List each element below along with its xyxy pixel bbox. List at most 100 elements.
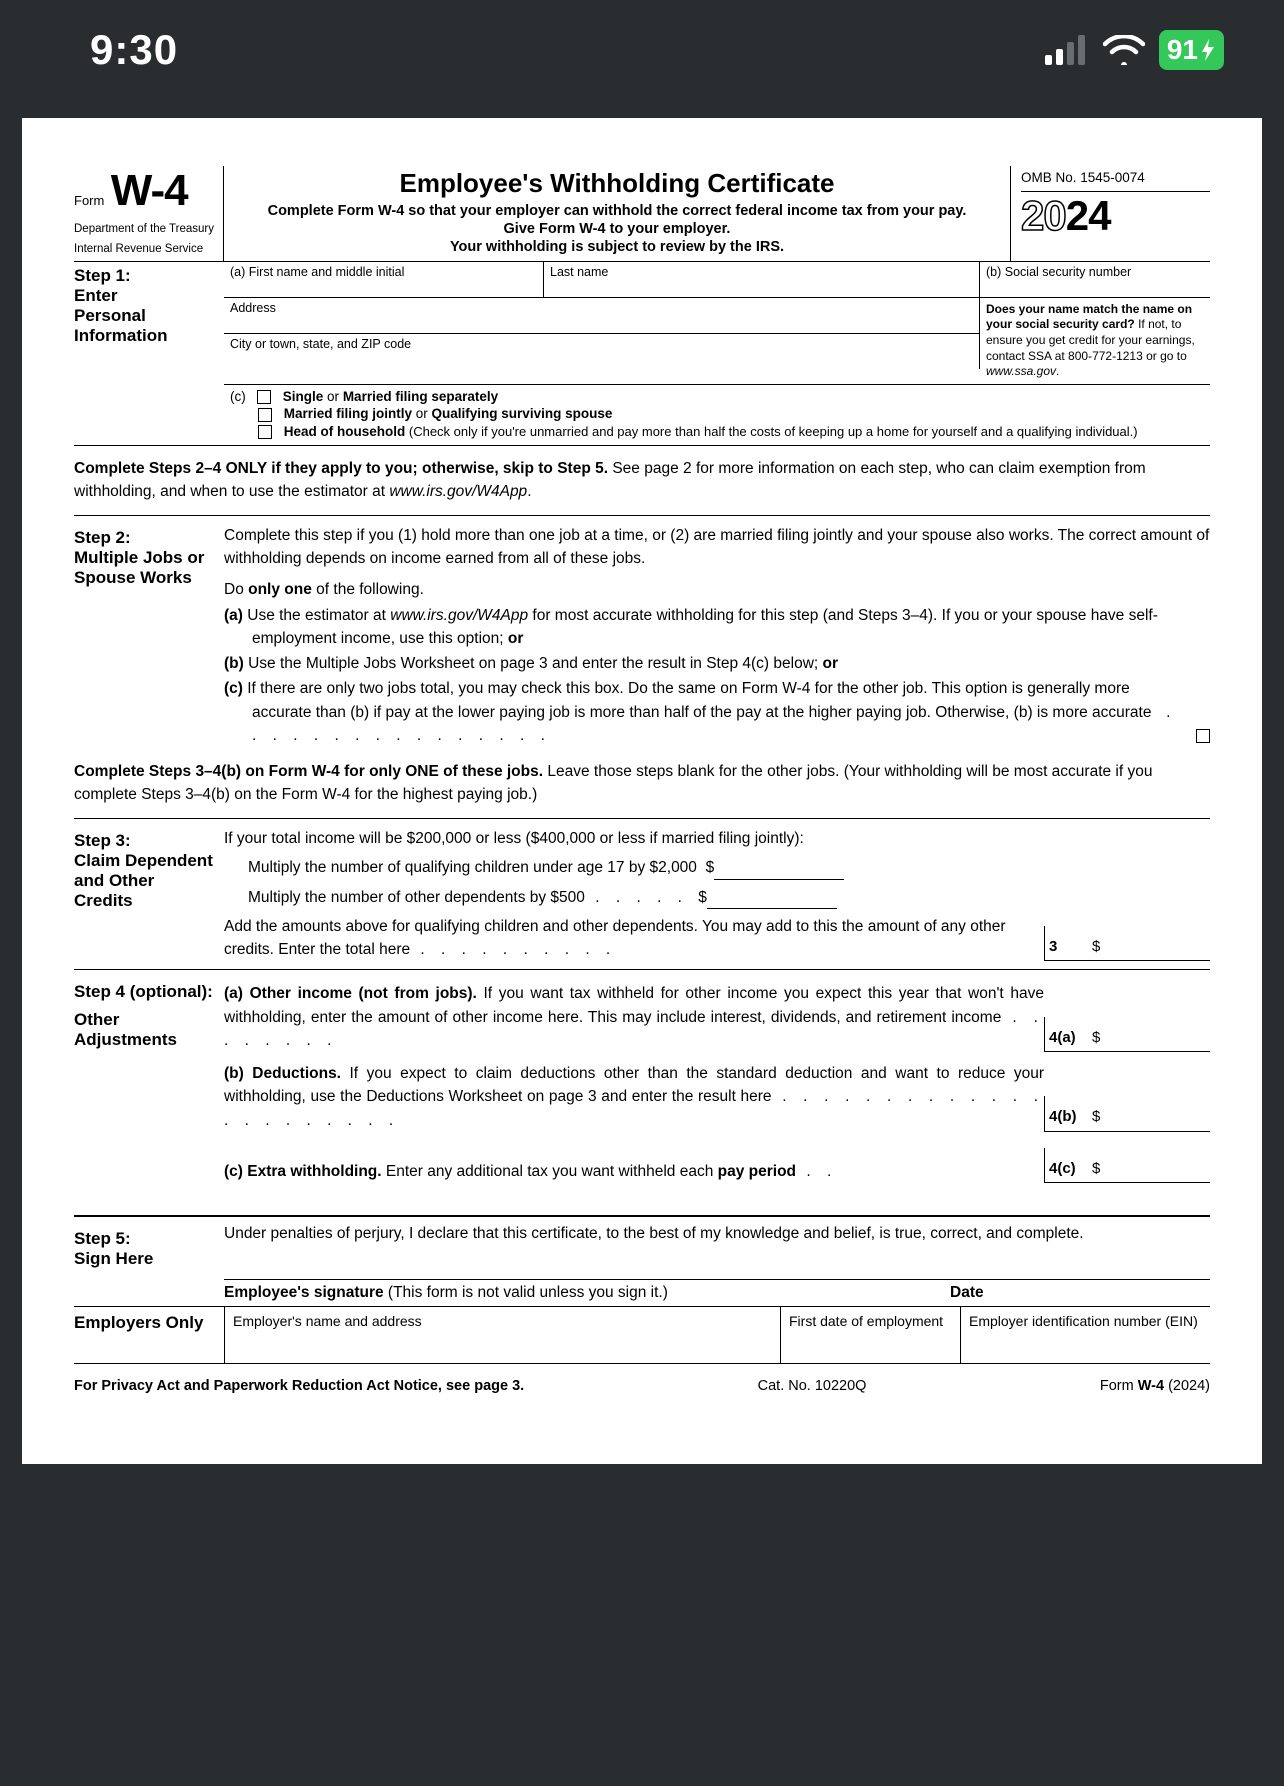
employers-label: Employers Only [74,1307,224,1363]
s3-p2-row: Multiply the number of qualifying childr… [248,856,1210,879]
s4-b-row: (b) Deductions. If you expect to claim d… [224,1062,1210,1132]
field-first-name[interactable]: (a) First name and middle initial [224,262,544,297]
amt-3: 3 $ [1044,926,1210,962]
c3-b: (Check only if you're unmarried and pay … [405,424,1137,439]
field-last-name[interactable]: Last name [544,262,980,297]
c3-a: Head of household [284,424,406,439]
c2-b: or [412,406,432,421]
s4-c-b: (c) Extra withholding. [224,1163,382,1180]
s4-a-b: (a) Other income (not from jobs). [224,985,477,1002]
s2-c1: If there are only two jobs total, you ma… [247,680,1151,720]
label-4a: 4(a) [1044,1017,1090,1053]
field-4a-amount[interactable]: $ [1090,1017,1210,1053]
status-icons: 91 [1045,30,1224,70]
field-employer-name[interactable]: Employer's name and address [224,1307,780,1363]
header-sub3: Your withholding is subject to review by… [232,239,1002,255]
step5-body: Under penalties of perjury, I declare th… [224,1225,1210,1306]
ssn-note-bold: Does your name match the name on your so… [986,302,1192,332]
dept-line2: Internal Revenue Service [74,242,223,256]
field-qc-amount[interactable] [714,856,844,879]
dollar1: $ [706,856,715,879]
s4-a: (a) Other income (not from jobs). If you… [224,982,1044,1052]
step4-title: Step 4 (optional): [74,982,214,1002]
field-4c-amount[interactable]: $ [1090,1148,1210,1184]
step5-title: Step 5: [74,1229,224,1249]
label-4c: 4(c) [1044,1148,1090,1184]
field-address[interactable]: Address [224,298,980,334]
field-city[interactable]: City or town, state, and ZIP code [224,334,980,369]
s2-c: (c) If there are only two jobs total, yo… [224,677,1210,747]
step1-title: Step 1: [74,266,224,286]
form-document: Form W-4 Department of the Treasury Inte… [22,118,1262,1464]
step1-c: (c) Single or Married filing separately … [224,384,1210,445]
footer-mid: Cat. No. 10220Q [758,1378,867,1394]
form-header: Form W-4 Department of the Treasury Inte… [74,166,1210,262]
step3-sub: Claim Dependent and Other Credits [74,851,214,911]
header-left: Form W-4 Department of the Treasury Inte… [74,166,224,261]
fr3: (2024) [1164,1378,1210,1394]
step4-label: Step 4 (optional): Other Adjustments [74,978,224,1187]
sig-label: Employee's signature (This form is not v… [224,1280,950,1306]
checkbox-single[interactable] [257,390,271,404]
s2-b: (b) Use the Multiple Jobs Worksheet on p… [224,652,1210,675]
checkbox-mfj[interactable] [258,408,272,422]
year-solid: 24 [1066,192,1111,239]
s4-c-t: Enter any additional tax you want withhe… [382,1163,718,1180]
dept-line1: Department of the Treasury [74,222,223,236]
step1-grid: (a) First name and middle initial Last n… [224,262,1210,445]
header-sub1: Complete Form W-4 so that your employer … [232,203,1002,219]
s2-p1: Complete this step if you (1) hold more … [224,524,1210,571]
c-prefix: (c) [230,389,246,404]
ssn-note: Does your name match the name on your so… [980,298,1210,384]
s2-a-url: www.irs.gov/W4App [390,607,528,624]
signature-line: Employee's signature (This form is not v… [224,1279,1210,1306]
ip1-dot: . [527,483,531,500]
step1: Step 1: Enter Personal Information (a) F… [74,262,1210,446]
step1-sub2: Personal [74,306,224,326]
s2-p2c: of the following. [312,581,424,598]
c-line2: Married filing jointly or Qualifying sur… [258,406,1204,421]
field-first-date[interactable]: First date of employment [780,1307,960,1363]
field-ssn[interactable]: (b) Social security number [980,262,1210,297]
step2-title: Step 2: [74,528,214,548]
form-title: Employee's Withholding Certificate [232,168,1002,199]
declaration: Under penalties of perjury, I declare th… [224,1225,1210,1243]
step4-body: (a) Other income (not from jobs). If you… [224,978,1210,1187]
step1-address-col: Address City or town, state, and ZIP cod… [224,298,980,384]
s4-c-row: (c) Extra withholding. Enter any additio… [224,1148,1210,1184]
field-other-dep-amount[interactable] [707,886,837,909]
step3-body: If your total income will be $200,000 or… [224,827,1210,965]
c1-b: or [323,389,343,404]
fr2: W-4 [1138,1378,1164,1394]
employers-row: Employers Only Employer's name and addre… [74,1306,1210,1364]
step2-label: Step 2: Multiple Jobs or Spouse Works [74,524,224,749]
s2-p2b: only one [248,581,312,598]
date-label: Date [950,1280,1210,1306]
s4-b: (b) Deductions. If you expect to claim d… [224,1062,1044,1132]
field-4b-amount[interactable]: $ [1090,1096,1210,1132]
step2-body: Complete this step if you (1) hold more … [224,524,1210,749]
step1-row1: (a) First name and middle initial Last n… [224,262,1210,297]
amt-4a: 4(a) $ [1044,1017,1210,1053]
inter-para-2: Complete Steps 3–4(b) on Form W-4 for on… [74,761,1210,806]
field-3-amount[interactable]: $ [1090,926,1210,962]
form-footer: For Privacy Act and Paperwork Reduction … [74,1378,1210,1394]
checkbox-hoh[interactable] [258,425,272,439]
ip2-bold: Complete Steps 3–4(b) on Form W-4 for on… [74,763,543,780]
s3-p3: Multiply the number of other dependents … [248,886,585,909]
year-outline: 20 [1021,192,1066,239]
status-bar: 9:30 91 [0,0,1284,100]
s3-p1: If your total income will be $200,000 or… [224,827,1210,850]
checkbox-two-jobs[interactable] [1196,729,1210,743]
header-middle: Employee's Withholding Certificate Compl… [224,166,1010,261]
step4-sub: Other Adjustments [74,1010,214,1050]
ip1-bold: Complete Steps 2–4 ONLY if they apply to… [74,460,608,477]
s2-a-or: or [508,630,524,647]
field-ein[interactable]: Employer identification number (EIN) [960,1307,1210,1363]
battery-percent: 91 [1167,34,1198,66]
step3-title: Step 3: [74,831,214,851]
form-prefix: Form [74,193,104,208]
label-3: 3 [1044,926,1090,962]
omb-number: OMB No. 1545-0074 [1021,170,1210,192]
amt-4b: 4(b) $ [1044,1096,1210,1132]
